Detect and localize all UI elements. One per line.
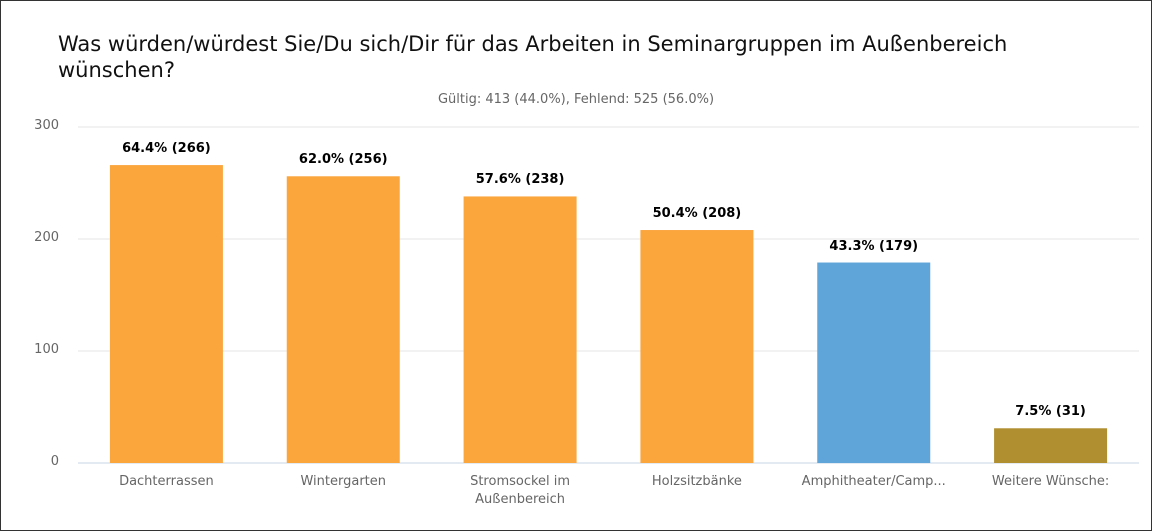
data-label: 43.3% (179) [829, 238, 919, 254]
data-label: 64.4% (266) [122, 141, 211, 157]
x-tick-label: Holzsitzbänke [651, 474, 742, 489]
y-tick-label: 100 [34, 342, 59, 357]
x-tick-label: Stromsockel im Außenbereich [470, 474, 571, 507]
data-label: 7.5% (31) [1015, 404, 1086, 420]
y-tick-label: 300 [34, 118, 59, 133]
chart-subtitle: Gültig: 413 (44.0%), Fehlend: 525 (56.0%… [437, 92, 715, 107]
bar [109, 165, 223, 463]
data-label: 57.6% (238) [475, 172, 565, 188]
y-tick-label: 200 [34, 230, 59, 245]
x-tick-label: Wintergarten [300, 474, 387, 489]
bar [994, 428, 1108, 463]
bar [463, 196, 577, 463]
data-label: 50.4% (208) [652, 206, 742, 222]
y-tick-label: 0 [50, 454, 59, 469]
bar [286, 176, 400, 463]
data-label: 62.0% (256) [298, 152, 388, 168]
x-tick-label: Weitere Wünsche: [991, 474, 1110, 489]
x-tick-label: Dachterrassen [119, 474, 214, 489]
x-tick-label: Amphitheater/Camp... [801, 474, 946, 489]
chart-title: Was würden/würdest Sie/Du sich/Dir für d… [58, 32, 1008, 82]
bar [817, 262, 931, 463]
bar [640, 230, 754, 463]
